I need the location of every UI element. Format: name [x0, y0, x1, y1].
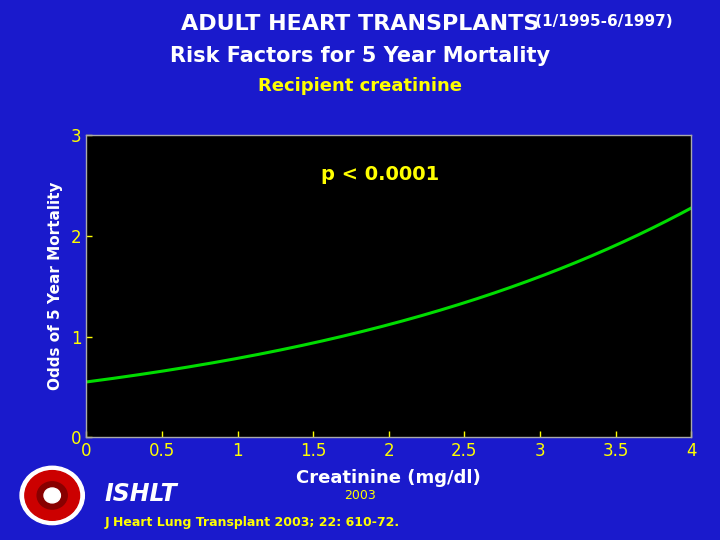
X-axis label: Creatinine (mg/dl): Creatinine (mg/dl): [297, 469, 481, 487]
Text: Risk Factors for 5 Year Mortality: Risk Factors for 5 Year Mortality: [170, 46, 550, 66]
Text: (1/1995-6/1997): (1/1995-6/1997): [530, 14, 672, 29]
Text: ISHLT: ISHLT: [104, 482, 177, 506]
Text: Recipient creatinine: Recipient creatinine: [258, 77, 462, 94]
Circle shape: [20, 466, 84, 525]
Text: ADULT HEART TRANSPLANTS: ADULT HEART TRANSPLANTS: [181, 14, 539, 33]
Text: p < 0.0001: p < 0.0001: [321, 165, 439, 184]
Text: 2003: 2003: [344, 489, 376, 502]
Circle shape: [24, 470, 79, 521]
Y-axis label: Odds of 5 Year Mortality: Odds of 5 Year Mortality: [48, 182, 63, 390]
Circle shape: [37, 482, 67, 509]
Circle shape: [44, 488, 60, 503]
Text: J Heart Lung Transplant 2003; 22: 610-72.: J Heart Lung Transplant 2003; 22: 610-72…: [104, 516, 400, 529]
